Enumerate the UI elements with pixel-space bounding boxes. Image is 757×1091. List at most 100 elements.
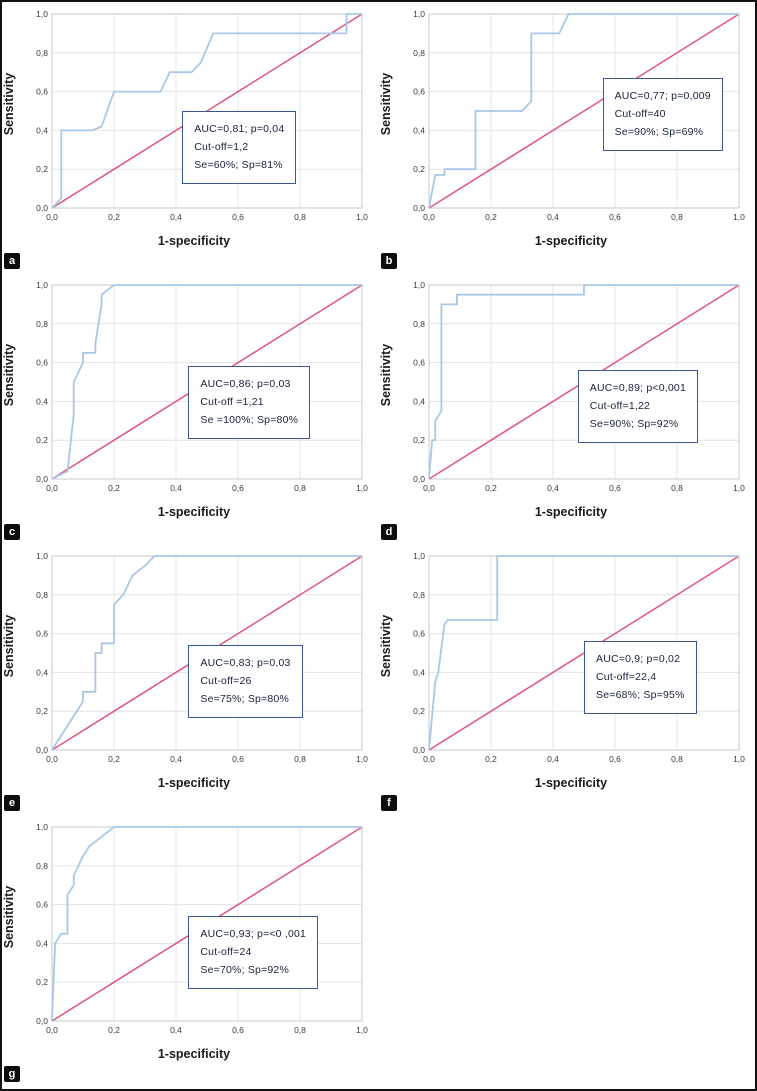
svg-text:0,0: 0,0 bbox=[413, 203, 425, 213]
svg-text:0,4: 0,4 bbox=[547, 212, 559, 222]
svg-text:0,8: 0,8 bbox=[36, 861, 48, 871]
x-axis-label: 1-specificity bbox=[157, 776, 231, 790]
svg-text:1,0: 1,0 bbox=[356, 1025, 368, 1035]
auc-p-text: AUC=0,81; p=0,04 bbox=[194, 123, 285, 135]
svg-text:0,4: 0,4 bbox=[170, 1025, 182, 1035]
svg-text:0,0: 0,0 bbox=[46, 1025, 58, 1035]
se-sp-text: Se=75%; Sp=80% bbox=[200, 693, 290, 706]
svg-text:1,0: 1,0 bbox=[733, 212, 745, 222]
svg-text:1,0: 1,0 bbox=[733, 754, 745, 764]
annotation-box: AUC=0,77; p=0,009 Cut-off=40 Se=90%; Sp=… bbox=[602, 78, 723, 152]
auc-p-text: AUC=0,83; p=0,03 bbox=[200, 657, 291, 670]
svg-text:0,2: 0,2 bbox=[485, 754, 497, 764]
svg-text:0,0: 0,0 bbox=[36, 203, 48, 213]
roc-panel: Sensitivity 0,0 0,0 0,2 0,2 0,4 0,4 0,6 0,6 0,8 0… bbox=[379, 273, 755, 544]
cutoff-text: Cut-off=40 bbox=[614, 108, 666, 121]
svg-text:0,6: 0,6 bbox=[609, 212, 621, 222]
y-axis-label: Sensitivity bbox=[2, 343, 16, 407]
x-axis-label: 1-specificity bbox=[157, 234, 231, 248]
panel-letter-badge: g bbox=[4, 1066, 20, 1082]
svg-text:0,0: 0,0 bbox=[36, 474, 48, 484]
svg-text:0,2: 0,2 bbox=[413, 435, 425, 445]
panel-letter-badge: f bbox=[381, 795, 397, 811]
svg-text:0,0: 0,0 bbox=[46, 483, 58, 493]
svg-text:0,8: 0,8 bbox=[671, 212, 683, 222]
svg-text:1,0: 1,0 bbox=[36, 9, 48, 19]
svg-text:0,4: 0,4 bbox=[36, 396, 48, 406]
roc-panel: Sensitivity 0,0 0,0 0,2 0,2 0,4 0,4 0,6 0,6 0,8 0… bbox=[2, 2, 379, 273]
y-axis-label: Sensitivity bbox=[2, 614, 16, 678]
svg-text:0,4: 0,4 bbox=[170, 483, 182, 493]
svg-text:0,8: 0,8 bbox=[294, 754, 306, 764]
svg-text:1,0: 1,0 bbox=[36, 822, 48, 832]
panel-letter-badge: d bbox=[381, 524, 397, 540]
svg-text:0,6: 0,6 bbox=[36, 358, 48, 368]
panel-letter-badge: c bbox=[4, 524, 20, 540]
auc-p-text: AUC=0,77; p=0,009 bbox=[614, 90, 711, 103]
roc-panel: Sensitivity 0,0 0,0 0,2 0,2 0,4 0,4 0,6 0,6 0,8 0… bbox=[2, 273, 379, 544]
auc-p-text: AUC=0,89; p<0,001 bbox=[589, 382, 687, 395]
svg-text:0,2: 0,2 bbox=[413, 706, 425, 716]
svg-text:0,8: 0,8 bbox=[294, 483, 306, 493]
svg-text:0,8: 0,8 bbox=[413, 48, 425, 58]
svg-text:0,8: 0,8 bbox=[294, 1025, 306, 1035]
svg-text:0,4: 0,4 bbox=[547, 754, 559, 764]
svg-text:0,8: 0,8 bbox=[36, 319, 48, 329]
svg-text:0,0: 0,0 bbox=[413, 474, 425, 484]
cutoff-text: Cut-off=1,22 bbox=[589, 400, 651, 413]
annotation-box: AUC=0,93; p=<0 ,001 Cut-off=24 Se=70%; S… bbox=[188, 916, 319, 990]
se-sp-text: Se=60%; Sp=81% bbox=[194, 159, 283, 171]
se-sp-text: Se=90%; Sp=92% bbox=[589, 418, 679, 431]
svg-text:0,6: 0,6 bbox=[413, 629, 425, 639]
svg-text:0,2: 0,2 bbox=[108, 754, 120, 764]
svg-text:0,6: 0,6 bbox=[413, 358, 425, 368]
svg-text:0,4: 0,4 bbox=[413, 396, 425, 406]
svg-text:0,2: 0,2 bbox=[108, 212, 120, 222]
svg-text:0,0: 0,0 bbox=[36, 745, 48, 755]
svg-text:0,2: 0,2 bbox=[485, 212, 497, 222]
panel-letter-badge: b bbox=[381, 253, 397, 269]
svg-text:1,0: 1,0 bbox=[36, 551, 48, 561]
svg-text:0,8: 0,8 bbox=[36, 590, 48, 600]
cutoff-text: Cut-off=1,2 bbox=[194, 141, 249, 153]
svg-text:1,0: 1,0 bbox=[413, 280, 425, 290]
auc-p-text: AUC=0,86; p=0,03 bbox=[200, 378, 291, 391]
svg-text:0,4: 0,4 bbox=[547, 483, 559, 493]
panel-letter-badge: e bbox=[4, 795, 20, 811]
x-axis-label: 1-specificity bbox=[157, 505, 231, 519]
svg-text:0,2: 0,2 bbox=[36, 977, 48, 987]
se-sp-text: Se=70%; Sp=92% bbox=[200, 964, 290, 977]
svg-text:0,6: 0,6 bbox=[232, 212, 244, 222]
svg-text:0,4: 0,4 bbox=[413, 125, 425, 135]
svg-text:1,0: 1,0 bbox=[356, 754, 368, 764]
svg-text:0,2: 0,2 bbox=[413, 164, 425, 174]
annotation-box: AUC=0,9; p=0,02 Cut-off=22,4 Se=68%; Sp=… bbox=[584, 641, 697, 715]
roc-panel: Sensitivity 0,0 0,0 0,2 0,2 0,4 0,4 0,6 0,6 0,8 0… bbox=[379, 2, 755, 273]
svg-text:0,2: 0,2 bbox=[485, 483, 497, 493]
y-axis-label: Sensitivity bbox=[2, 72, 16, 136]
cutoff-text: Cut-off =1,21 bbox=[200, 396, 264, 409]
svg-text:0,6: 0,6 bbox=[36, 629, 48, 639]
svg-text:0,4: 0,4 bbox=[413, 667, 425, 677]
svg-text:0,2: 0,2 bbox=[36, 706, 48, 716]
auc-p-text: AUC=0,9; p=0,02 bbox=[596, 653, 681, 666]
svg-text:0,2: 0,2 bbox=[108, 483, 120, 493]
x-axis-label: 1-specificity bbox=[157, 1047, 231, 1061]
y-axis-label: Sensitivity bbox=[379, 72, 393, 136]
panel-letter-badge: a bbox=[4, 253, 20, 269]
roc-panel: Sensitivity 0,0 0,0 0,2 0,2 0,4 0,4 0,6 0,6 0,8 0… bbox=[2, 815, 379, 1086]
svg-text:0,0: 0,0 bbox=[423, 212, 435, 222]
svg-text:0,4: 0,4 bbox=[170, 754, 182, 764]
svg-text:0,8: 0,8 bbox=[413, 319, 425, 329]
svg-text:1,0: 1,0 bbox=[356, 483, 368, 493]
svg-text:1,0: 1,0 bbox=[356, 212, 368, 222]
svg-text:0,0: 0,0 bbox=[423, 483, 435, 493]
annotation-box: AUC=0,89; p<0,001 Cut-off=1,22 Se=90%; S… bbox=[577, 370, 699, 444]
x-axis-label: 1-specificity bbox=[534, 505, 608, 519]
roc-panel: Sensitivity 0,0 0,0 0,2 0,2 0,4 0,4 0,6 0,6 0,8 0… bbox=[379, 544, 755, 815]
auc-p-text: AUC=0,93; p=<0 ,001 bbox=[200, 928, 307, 941]
annotation-box: AUC=0,81; p=0,04 Cut-off=1,2 Se=60%; Sp=… bbox=[182, 111, 297, 184]
svg-text:0,0: 0,0 bbox=[46, 754, 58, 764]
